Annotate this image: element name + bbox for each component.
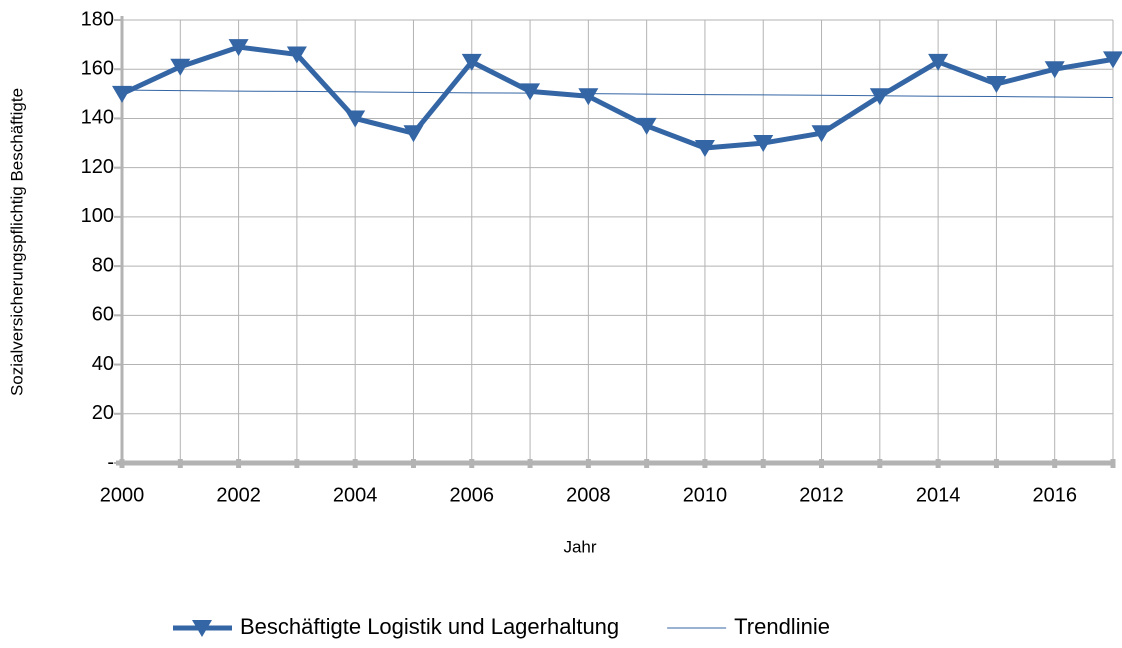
y-tick-label: 120 xyxy=(81,156,114,178)
marker xyxy=(286,46,307,64)
x-tick-label: 2012 xyxy=(799,484,844,506)
marker xyxy=(520,83,541,101)
y-tick-label: 180 xyxy=(81,8,114,30)
marker xyxy=(986,75,1007,93)
x-tick-label: 2002 xyxy=(216,484,261,506)
y-tick-label: 40 xyxy=(92,353,114,375)
marker xyxy=(170,58,191,76)
marker xyxy=(403,125,424,143)
y-tick-label: 80 xyxy=(92,254,114,276)
marker xyxy=(753,135,774,153)
marker xyxy=(1103,51,1122,69)
marker xyxy=(1044,61,1065,79)
series-line xyxy=(120,44,1114,151)
y-tick-label: 60 xyxy=(92,304,114,326)
y-tick-label: 140 xyxy=(81,107,114,129)
x-tick-label: 2014 xyxy=(916,484,961,506)
x-tick-label: 2010 xyxy=(683,484,728,506)
marker xyxy=(345,110,366,128)
x-tick-label: 2006 xyxy=(450,484,495,506)
legend-label: Beschäftigte Logistik und Lagerhaltung xyxy=(240,614,619,639)
y-tick-label: 160 xyxy=(81,58,114,80)
x-tick-label: 2016 xyxy=(1032,484,1077,506)
marker xyxy=(811,125,832,143)
y-axis-label: Sozialversicherungspflichtig Beschäftigt… xyxy=(7,88,26,396)
x-tick-label: 2004 xyxy=(333,484,378,506)
marker xyxy=(636,117,657,135)
marker xyxy=(869,88,890,106)
y-tick-label: - xyxy=(107,451,114,473)
marker xyxy=(694,139,715,157)
marker xyxy=(228,39,249,57)
y-tick-label: 100 xyxy=(81,205,114,227)
marker xyxy=(461,53,482,71)
marker xyxy=(112,85,132,103)
x-axis-label: Jahr xyxy=(563,537,596,556)
legend-label: Trendlinie xyxy=(734,614,830,639)
y-tick-label: 20 xyxy=(92,402,114,424)
x-tick-label: 2000 xyxy=(100,484,145,506)
series-line xyxy=(121,89,1114,99)
legend-marker xyxy=(192,620,212,637)
marker xyxy=(578,88,599,106)
marker xyxy=(928,53,949,71)
x-tick-label: 2008 xyxy=(566,484,611,506)
